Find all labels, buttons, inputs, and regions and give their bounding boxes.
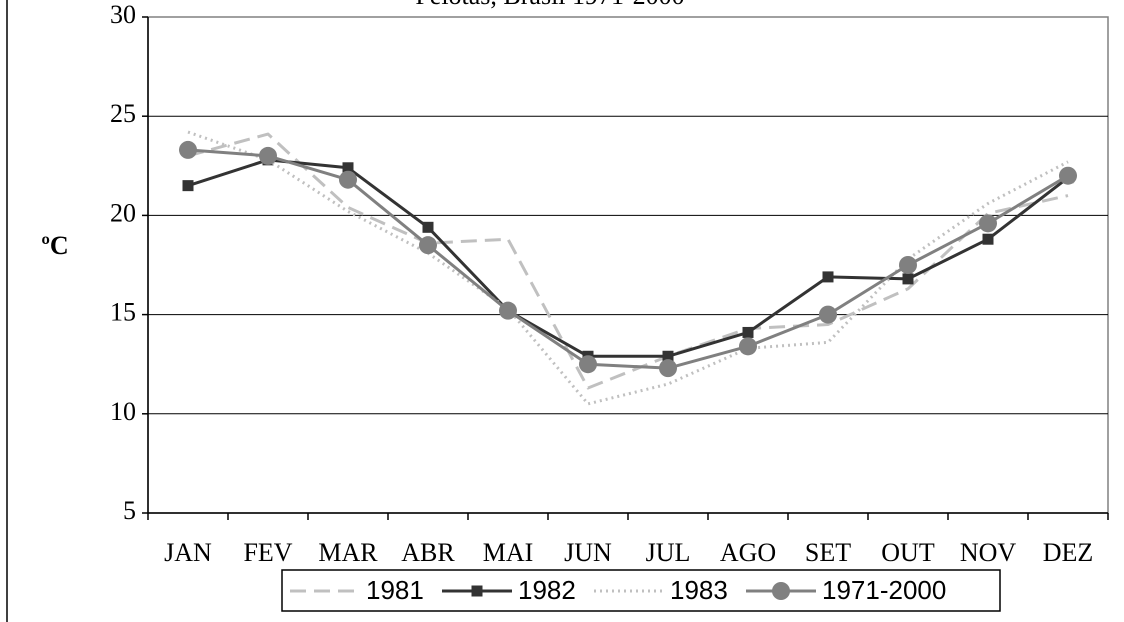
x-tick-label: FEV xyxy=(243,538,292,567)
point xyxy=(259,146,277,165)
point xyxy=(179,140,197,159)
y-tick-label: 25 xyxy=(110,99,136,128)
x-tick-label: JUL xyxy=(646,538,691,567)
x-tick-label: MAI xyxy=(483,538,534,567)
y-tick-label: 20 xyxy=(110,198,136,227)
point xyxy=(979,214,997,233)
legend-label: 1971-2000 xyxy=(822,575,946,605)
series-line xyxy=(187,158,1069,358)
plot-area xyxy=(147,16,1109,514)
legend-marker xyxy=(772,582,790,600)
legend-marker xyxy=(471,585,483,597)
y-tick-label: 30 xyxy=(110,0,136,29)
x-tick-label: ABR xyxy=(401,538,455,567)
point xyxy=(742,326,754,338)
legend-label: 1983 xyxy=(670,575,728,605)
x-tick-label: NOV xyxy=(960,538,1017,567)
chart-title: Pelotas, Brasil 1971-2000 xyxy=(415,0,684,10)
point xyxy=(579,355,597,374)
series-line xyxy=(187,132,1069,390)
point xyxy=(739,337,757,356)
point xyxy=(422,221,434,233)
y-axis-label: ºC xyxy=(41,231,68,260)
point xyxy=(822,271,834,283)
series-line xyxy=(187,148,1069,370)
point xyxy=(902,273,914,285)
x-tick-label: JAN xyxy=(164,538,212,567)
point xyxy=(659,359,677,378)
point xyxy=(662,350,674,362)
point xyxy=(342,162,354,174)
x-tick-label: OUT xyxy=(881,538,935,567)
x-tick-label: AGO xyxy=(720,538,776,567)
legend-box xyxy=(281,569,1001,612)
y-tick-label: 15 xyxy=(110,298,136,327)
x-tick-label: JUN xyxy=(564,538,612,567)
x-tick-label: DEZ xyxy=(1043,538,1094,567)
point xyxy=(982,233,994,245)
point xyxy=(182,180,194,192)
point xyxy=(1059,166,1077,185)
legend-label: 1981 xyxy=(366,575,424,605)
point xyxy=(819,305,837,324)
y-tick-label: 5 xyxy=(123,496,136,525)
x-tick-label: SET xyxy=(805,538,851,567)
x-tick-label: MAR xyxy=(318,538,378,567)
legend-label: 1982 xyxy=(518,575,576,605)
y-tick-label: 10 xyxy=(110,397,136,426)
point xyxy=(419,236,437,255)
point xyxy=(339,170,357,189)
point xyxy=(899,256,917,274)
point xyxy=(499,301,517,320)
